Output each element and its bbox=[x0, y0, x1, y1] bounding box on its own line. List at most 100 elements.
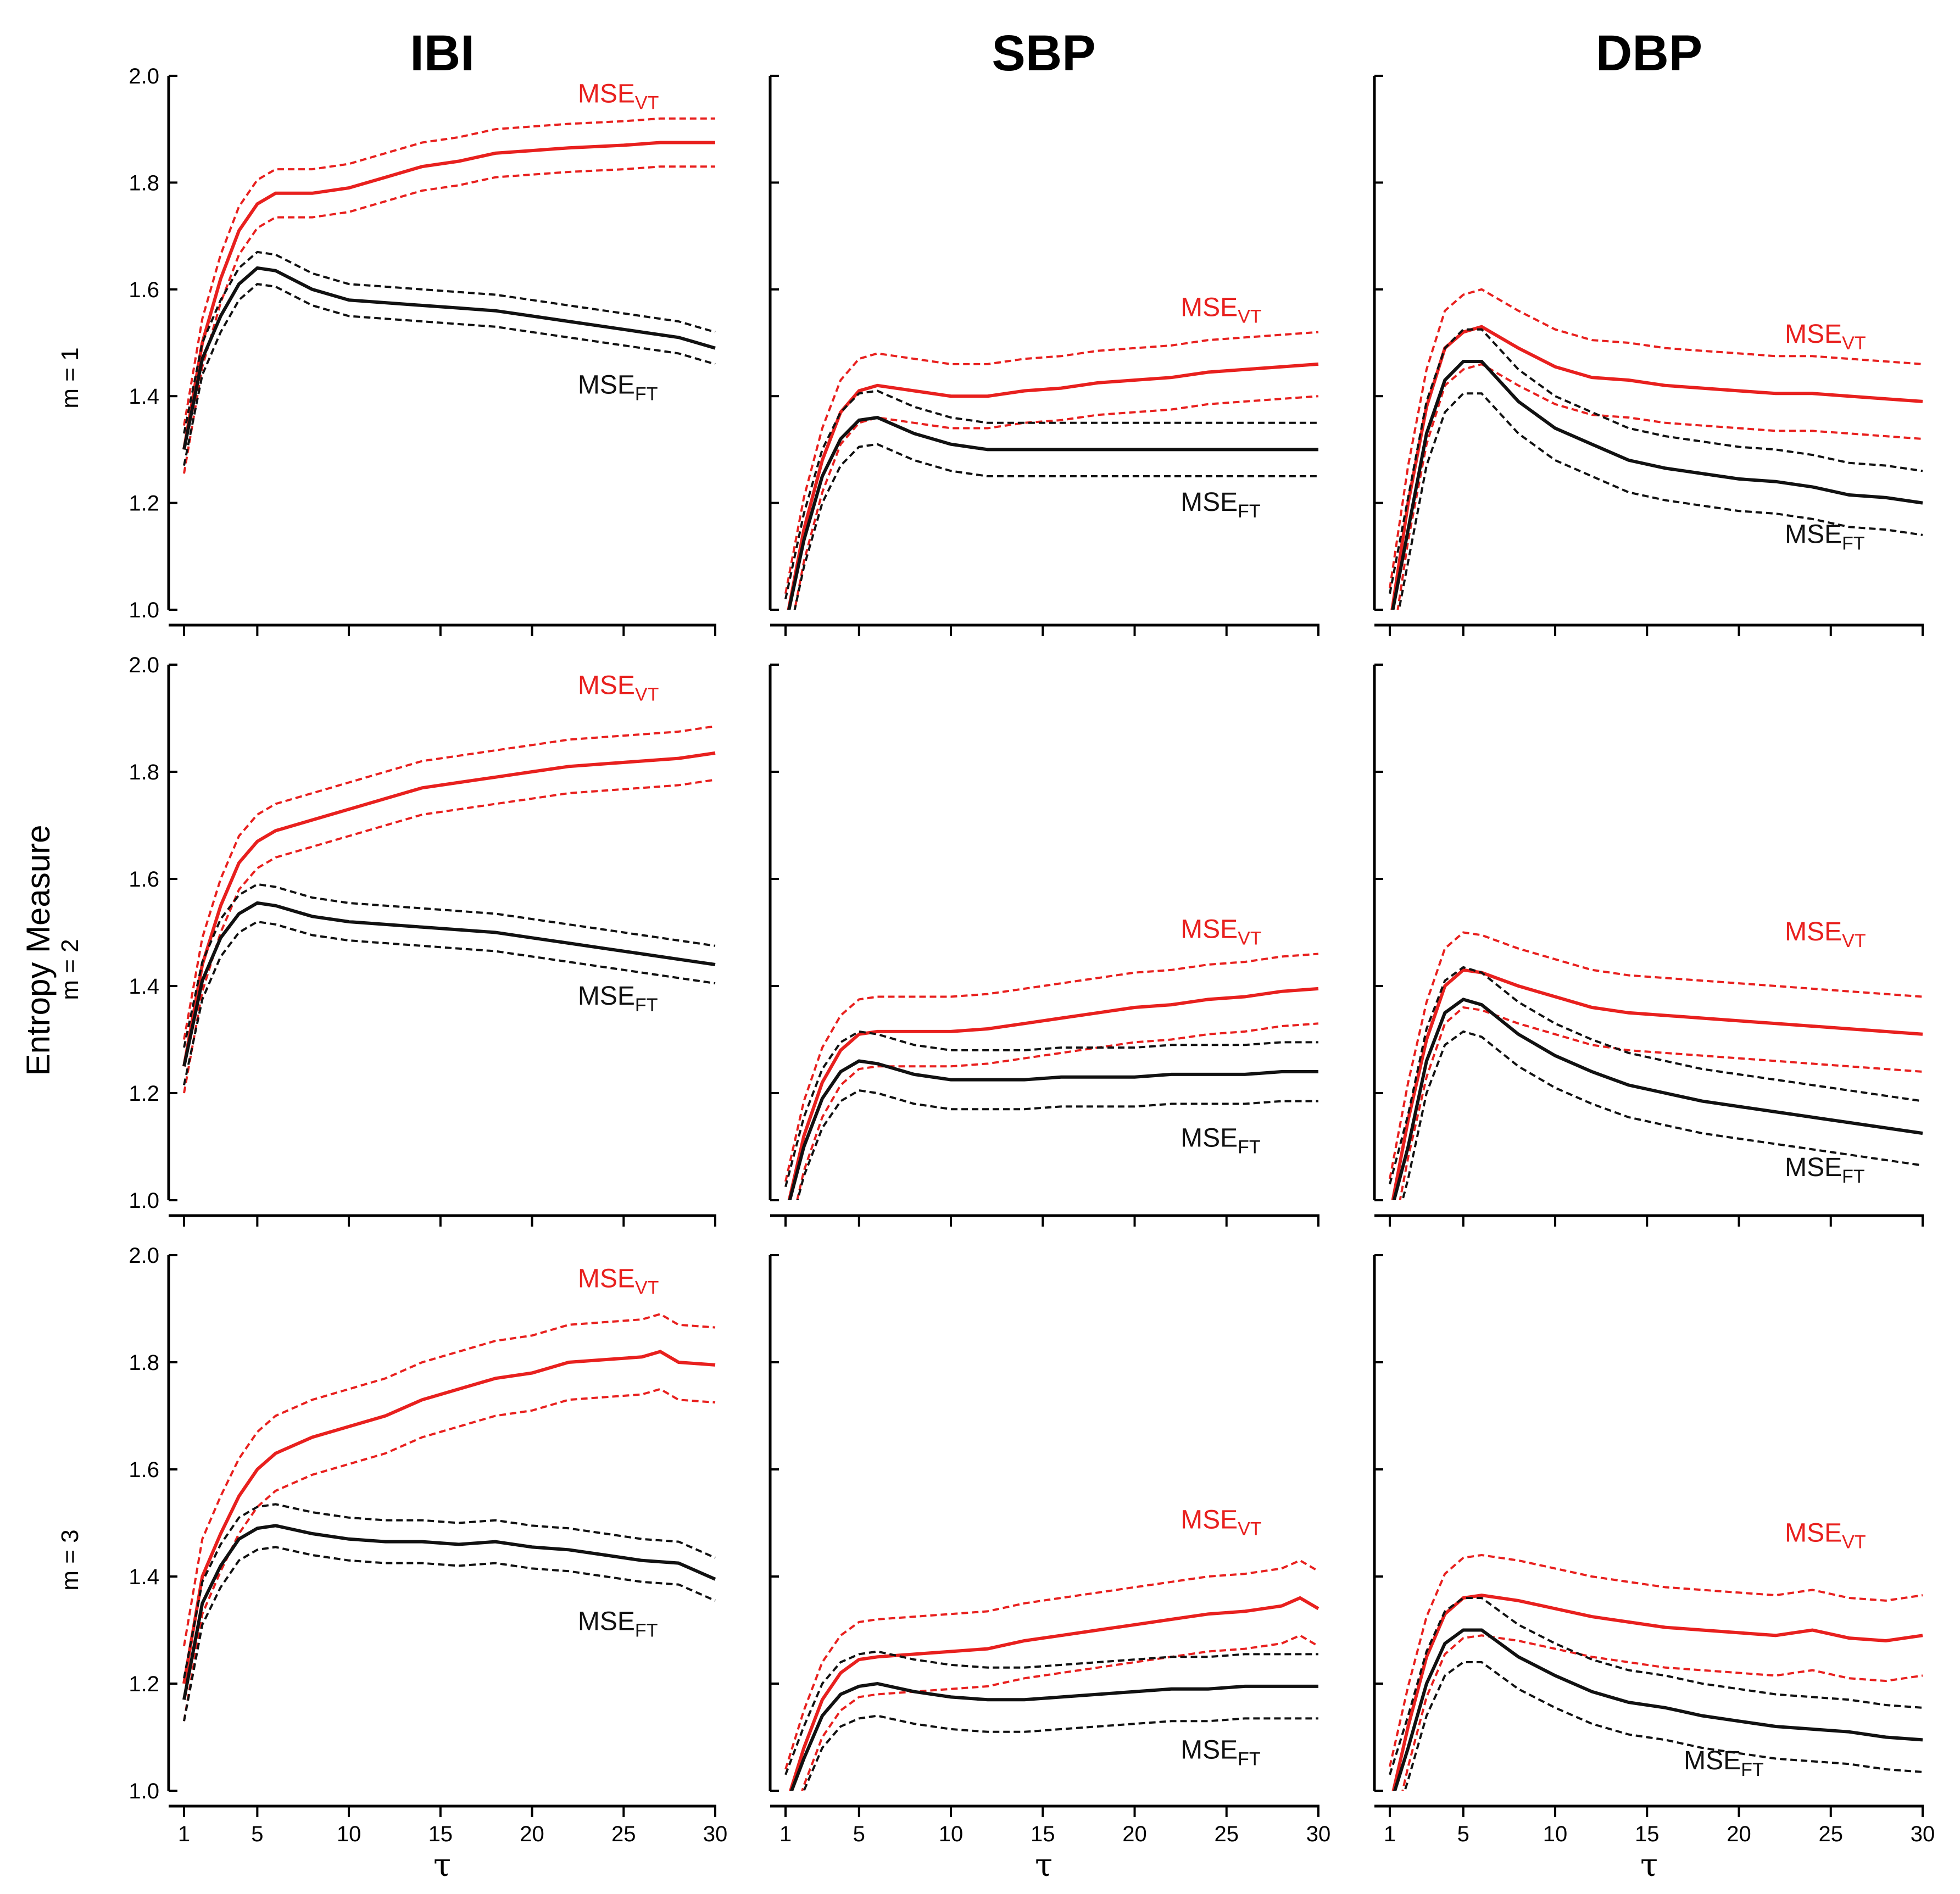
panel-r2-c2-xtick-label: 25 bbox=[1819, 1822, 1844, 1846]
panel-r1-c0-ytick-label: 1.2 bbox=[129, 1082, 159, 1106]
panel-r2-c0-xtick-label: 1 bbox=[178, 1822, 190, 1846]
panel-r2-c0-ytick-label: 2.0 bbox=[129, 1244, 159, 1268]
panel-r2-c2-xtick-label: 10 bbox=[1543, 1822, 1568, 1846]
panel-r2-c2-vt-upper-bound bbox=[1389, 1553, 1923, 1767]
panel-r1-c2-vt-mean-line bbox=[1391, 968, 1923, 1200]
panel-r0-c2-series-group bbox=[1389, 288, 1923, 610]
panel-r0-c1-ft-mean-line bbox=[787, 416, 1318, 610]
panel-r0-c2-vt-subscript: VT bbox=[1842, 333, 1866, 354]
panel-r1-c0-ft-subscript: FT bbox=[635, 995, 658, 1016]
panel-r2-c0-xtick-label: 5 bbox=[251, 1822, 263, 1846]
panel-r2-c1-xtick-label: 10 bbox=[939, 1822, 964, 1846]
panel-r0-c0-vt-subscript: VT bbox=[635, 93, 659, 114]
panel-r2-c2-ft-subscript: FT bbox=[1741, 1759, 1764, 1780]
panel-r2-c0-xtick-label: 10 bbox=[337, 1822, 361, 1846]
panel-r0-c2-ft-upper-bound bbox=[1389, 328, 1923, 594]
panel-r2-c1-xtick-label: 25 bbox=[1215, 1822, 1239, 1846]
panel-r0-c0-ytick-label: 2.0 bbox=[129, 64, 159, 88]
panel-r1-c1-vt-mean-line bbox=[787, 987, 1319, 1200]
panel-r1-c0-ytick-label: 1.0 bbox=[129, 1189, 159, 1213]
panel-r0-c1-ft-subscript: FT bbox=[1238, 501, 1261, 522]
panel-r0-c1-series-group bbox=[784, 331, 1319, 610]
panel-r2-c0-ft-mean-line bbox=[182, 1524, 716, 1700]
panel-r1-c0-vt-subscript: VT bbox=[635, 684, 659, 705]
panel-r0-c2-ft-lower-bound bbox=[1397, 392, 1923, 610]
panel-r2-c0-ytick-label: 1.8 bbox=[129, 1351, 159, 1375]
panel-r2-c1-xtick-label: 15 bbox=[1031, 1822, 1055, 1846]
panel-r1-c2-vt-subscript: VT bbox=[1842, 931, 1866, 951]
panel-r2-c1-xtick-label: 5 bbox=[853, 1822, 865, 1846]
panel-r0-c0-ytick-label: 1.0 bbox=[129, 598, 159, 622]
panel-r2-c1-vt-upper-bound bbox=[784, 1559, 1319, 1770]
panel-r0-c1-ft-lower-bound bbox=[793, 443, 1318, 610]
column-title-sbp: SBP bbox=[992, 25, 1095, 81]
panel-r2-c1-xtick-label: 20 bbox=[1122, 1822, 1147, 1846]
panel-r0-c1-vt-subscript: VT bbox=[1238, 306, 1261, 327]
panel-r1-c1-vt-upper-bound bbox=[784, 952, 1319, 1182]
panel-r0-c1-vt-mean-line bbox=[787, 362, 1319, 610]
panel-r0-c0-ytick-label: 1.6 bbox=[129, 278, 159, 302]
panel-r0-c1-vt-upper-bound bbox=[784, 331, 1319, 594]
panel-r1-c0-ytick-label: 1.8 bbox=[129, 760, 159, 784]
panel-r1-c2-ft-subscript: FT bbox=[1842, 1166, 1865, 1187]
panel-r2-c2-vt-mean-line bbox=[1391, 1594, 1923, 1791]
panel-r1-c1-ft-subscript: FT bbox=[1238, 1137, 1261, 1158]
panel-r2-c0-vt-lower-bound bbox=[183, 1388, 716, 1722]
column-title-dbp: DBP bbox=[1596, 25, 1702, 81]
panel-r2-c1-ft-mean-line bbox=[789, 1681, 1318, 1791]
panel-r0-c0-ytick-label: 1.4 bbox=[129, 385, 159, 409]
panel-r2-c2-ft-upper-bound bbox=[1389, 1597, 1923, 1775]
panel-r2-c1-ft-lower-bound bbox=[803, 1714, 1318, 1791]
panel-r1-c1-vt-lower-bound bbox=[796, 1022, 1319, 1200]
panel-r1-c0-ytick-label: 1.4 bbox=[129, 974, 159, 999]
panel-r2-c2-xtick-label: 1 bbox=[1384, 1822, 1396, 1846]
panel-r2-c1-ft-subscript: FT bbox=[1238, 1749, 1261, 1770]
panel-r0-c0-ft-upper-bound bbox=[183, 250, 716, 434]
panel-r1-c1-vt-subscript: VT bbox=[1238, 928, 1261, 949]
panel-r2-c2-vt-subscript: VT bbox=[1842, 1532, 1866, 1553]
panel-r0-c2-ft-mean-line bbox=[1391, 360, 1923, 610]
panel-r0-c2-ft-subscript: FT bbox=[1842, 533, 1865, 554]
panel-r2-c0-ytick-label: 1.2 bbox=[129, 1672, 159, 1696]
panel-r0-c0-ft-mean-line bbox=[182, 266, 716, 450]
panel-r2-c2-ft-lower-bound bbox=[1404, 1661, 1923, 1791]
y-axis-title: Entropy Measure bbox=[20, 825, 57, 1076]
panel-r2-c2-series-group bbox=[1389, 1553, 1923, 1791]
panel-r0-c0-ytick-label: 1.2 bbox=[129, 492, 159, 516]
panel-r2-c0-series-group bbox=[182, 1313, 716, 1722]
panel-r0-c0-ft-lower-bound bbox=[183, 282, 716, 466]
panel-r1-c2-series-group bbox=[1389, 931, 1923, 1200]
panel-r2-c1-vt-mean-line bbox=[788, 1596, 1319, 1791]
panel-r2-c0-xtick-label: 20 bbox=[520, 1822, 544, 1846]
row-label-m2: m = 2 bbox=[57, 939, 83, 1000]
panels-group: 1.01.21.41.61.82.0MSEVTMSEFTMSEVTMSEFTMS… bbox=[129, 64, 1935, 1846]
panel-r0-c1-ft-upper-bound bbox=[784, 389, 1318, 600]
column-title-ibi: IBI bbox=[410, 25, 475, 81]
panel-r2-c0-vt-upper-bound bbox=[183, 1313, 716, 1647]
panel-r0-c0-ytick-label: 1.8 bbox=[129, 171, 159, 195]
panel-r2-c0-ytick-label: 1.4 bbox=[129, 1565, 159, 1589]
x-axis-label-ibi: τ bbox=[433, 1846, 451, 1884]
panel-r2-c0-xtick-label: 15 bbox=[428, 1822, 453, 1846]
panel-r0-c0-ft-subscript: FT bbox=[635, 383, 658, 404]
panel-r2-c0-xtick-label: 25 bbox=[611, 1822, 636, 1846]
row-label-m3: m = 3 bbox=[57, 1529, 83, 1590]
panel-r0-c0-vt-mean-line bbox=[182, 141, 715, 450]
panel-r1-c0-vt-lower-bound bbox=[183, 778, 716, 1094]
panel-r2-c2-xtick-label: 30 bbox=[1911, 1822, 1935, 1846]
panel-r2-c2-xtick-label: 15 bbox=[1635, 1822, 1660, 1846]
panel-r1-c1-ft-lower-bound bbox=[796, 1089, 1318, 1200]
row-label-m1: m = 1 bbox=[57, 347, 83, 408]
panel-r0-c0-vt-upper-bound bbox=[183, 117, 715, 426]
x-axis-label-dbp: τ bbox=[1640, 1846, 1658, 1884]
panel-r2-c0-ft-subscript: FT bbox=[635, 1620, 658, 1641]
panel-r2-c1-vt-lower-bound bbox=[801, 1634, 1319, 1791]
panel-r1-c2-ft-mean-line bbox=[1392, 998, 1923, 1200]
panel-r1-c0-ft-upper-bound bbox=[183, 883, 716, 1048]
panel-r1-c1-series-group bbox=[784, 952, 1319, 1200]
